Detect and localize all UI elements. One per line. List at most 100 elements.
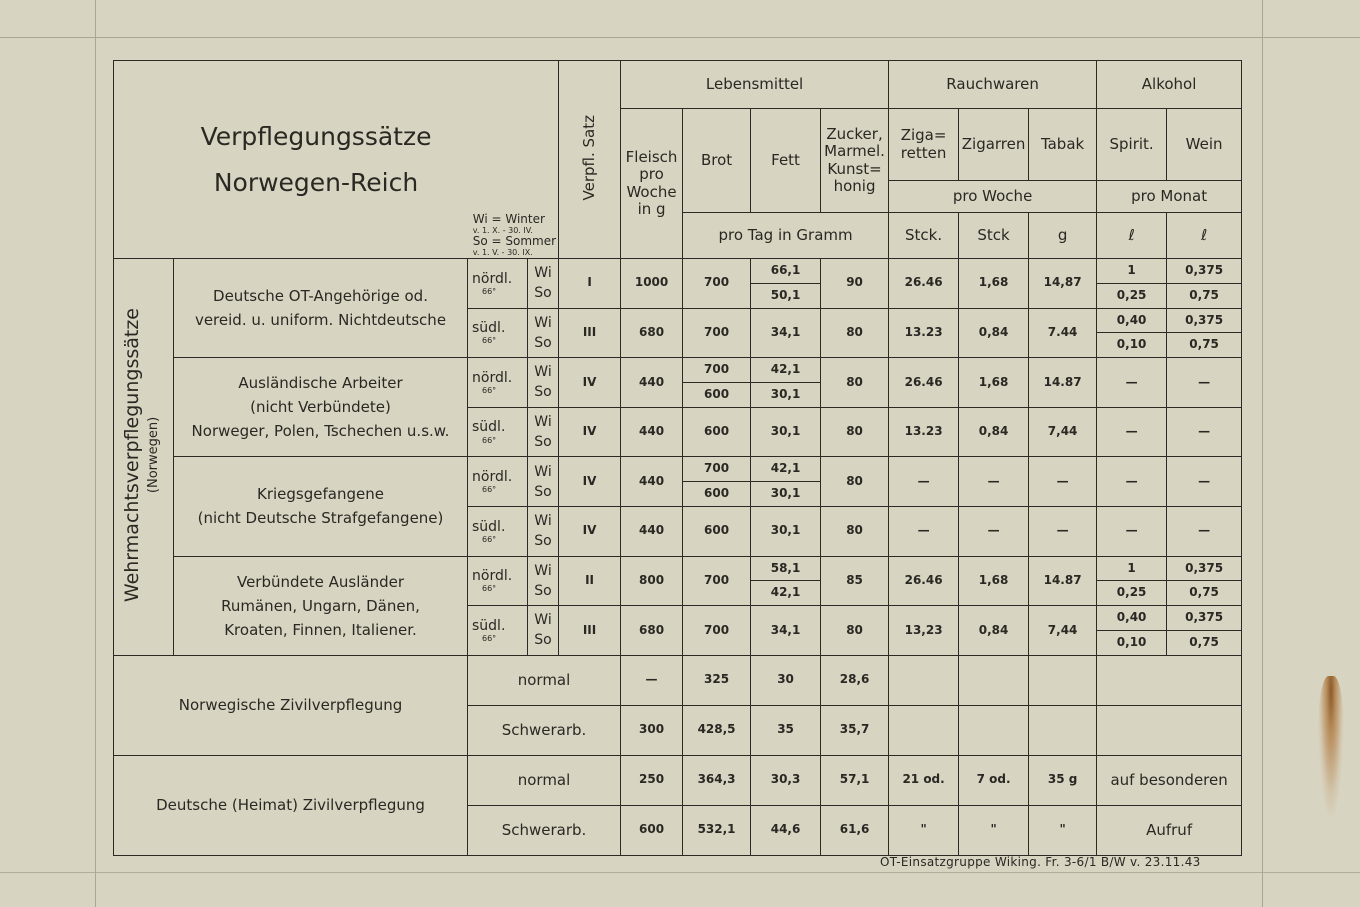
fleisch-value: 680 xyxy=(620,605,684,656)
wein-value: 0,375 xyxy=(1166,258,1243,284)
category-label: Verbündete Ausländer Rumänen, Ungarn, Dän… xyxy=(173,555,468,656)
footer-note: OT-Einsatzgruppe Wiking. Fr. 3-6/1 B/W v… xyxy=(880,855,1201,869)
satz-value: III xyxy=(558,307,622,359)
wein-value: — xyxy=(1166,357,1243,408)
title-line-1: Verpflegungssätze xyxy=(200,121,432,151)
spirit-value: — xyxy=(1096,357,1168,408)
season-cell: Wi So xyxy=(526,307,560,359)
season-cell: Wi So xyxy=(526,456,560,507)
season-winter: Wi xyxy=(534,265,552,282)
latitude: 66° xyxy=(482,435,497,445)
zone-cell: nördl. 66° xyxy=(467,555,528,607)
latitude: 66° xyxy=(482,584,497,594)
fleisch-value: 440 xyxy=(620,456,684,507)
wein-value: 0,75 xyxy=(1166,282,1243,309)
spirit-value: 0,10 xyxy=(1096,629,1168,656)
category-line: Deutsche OT-Angehörige od. xyxy=(213,287,428,306)
tabak-value xyxy=(1028,704,1098,756)
zigaretten-value: — xyxy=(888,456,960,507)
fleisch-value: 440 xyxy=(620,406,684,458)
tabak-value: — xyxy=(1028,456,1098,507)
brot-value: 700 xyxy=(682,307,752,359)
zucker-value: 90 xyxy=(820,258,890,309)
season-winter: Wi xyxy=(534,513,552,530)
zucker-value: 85 xyxy=(820,555,890,607)
legend-summer: So = Sommer xyxy=(472,233,557,248)
zigaretten-value xyxy=(888,704,960,756)
spirit-value: — xyxy=(1096,406,1168,458)
zucker-value: 80 xyxy=(820,456,890,507)
wein-value: 0,75 xyxy=(1166,332,1243,359)
latitude: 66° xyxy=(482,336,497,346)
stain xyxy=(1318,676,1344,816)
season-summer: So xyxy=(534,434,552,451)
col-fett: Fett xyxy=(750,108,822,213)
zigaretten-value xyxy=(888,654,960,706)
wein-value: 0,375 xyxy=(1166,307,1243,334)
zigarren-value xyxy=(958,654,1030,706)
zucker-value: 28,6 xyxy=(820,654,890,706)
brot-value: 428,5 xyxy=(682,704,752,756)
satz-value: I xyxy=(558,258,622,309)
zone-cell: südl. 66° xyxy=(467,605,528,656)
col-spirit: Spirit. xyxy=(1096,108,1168,181)
zigaretten-value: 13,23 xyxy=(888,605,960,656)
unit-label: Stck. xyxy=(888,212,960,259)
col-zigaretten: Ziga= retten xyxy=(888,108,960,181)
col-fleisch: Fleisch pro Woche in g xyxy=(620,108,684,259)
fleisch-value: 1000 xyxy=(620,258,684,309)
latitude: 66° xyxy=(482,633,497,643)
zone: nördl. xyxy=(472,270,513,287)
fleisch-value: 800 xyxy=(620,555,684,607)
legend-summer-dates: v. 1. V. - 30. IX. xyxy=(472,247,533,257)
latitude: 66° xyxy=(482,385,497,395)
side-label: Wehrmachtsverpflegungssätze (Norwegen) xyxy=(113,258,174,656)
wein-value: — xyxy=(1166,406,1243,458)
alkohol-value: Aufruf xyxy=(1096,804,1243,856)
category-label: Kriegsgefangene (nicht Deutsche Strafgefa… xyxy=(173,456,468,557)
zigarren-value: 1,68 xyxy=(958,357,1030,408)
fett-value: 42,1 xyxy=(750,580,822,607)
fett-value: 44,6 xyxy=(750,804,822,856)
fleisch-value: 440 xyxy=(620,357,684,408)
col-brot: Brot xyxy=(682,108,752,213)
season-cell: Wi So xyxy=(526,505,560,557)
zigaretten-value: 26.46 xyxy=(888,258,960,309)
season-winter: Wi xyxy=(534,463,552,480)
zucker-value: 61,6 xyxy=(820,804,890,856)
brot-value: 600 xyxy=(682,381,752,408)
category-line: Kroaten, Finnen, Italiener. xyxy=(224,620,417,639)
spirit-value: 0,25 xyxy=(1096,282,1168,309)
col-tabak: Tabak xyxy=(1028,108,1098,181)
fett-value: 66,1 xyxy=(750,258,822,284)
brot-value: 700 xyxy=(682,555,752,607)
zigarren-value: 1,68 xyxy=(958,555,1030,607)
zigaretten-value: 26.46 xyxy=(888,357,960,408)
fleisch-value: 680 xyxy=(620,307,684,359)
fleisch-value: 300 xyxy=(620,704,684,756)
zigaretten-value: 13.23 xyxy=(888,307,960,359)
season-winter: Wi xyxy=(534,414,552,431)
season-summer: So xyxy=(534,285,552,302)
alkohol-value xyxy=(1096,654,1243,706)
unit-label: ℓ xyxy=(1096,212,1168,259)
zigarren-value: — xyxy=(958,456,1030,507)
zigarren-value: 0,84 xyxy=(958,406,1030,458)
fett-value: 58,1 xyxy=(750,555,822,582)
fleisch-value: — xyxy=(620,654,684,706)
brot-value: 700 xyxy=(682,456,752,483)
satz-value: III xyxy=(558,605,622,656)
zone-cell: nördl. 66° xyxy=(467,456,528,507)
zone-cell: südl. 66° xyxy=(467,307,528,359)
wein-value: — xyxy=(1166,505,1243,557)
col-zucker: Zucker, Marmel. Kunst= honig xyxy=(820,108,890,213)
season-winter: Wi xyxy=(534,364,552,381)
satz-header: Verpfl. Satz xyxy=(558,60,622,259)
zucker-value: 80 xyxy=(820,406,890,458)
category-line: (nicht Deutsche Strafgefangene) xyxy=(197,509,444,528)
zone: nördl. xyxy=(472,369,513,386)
brot-value: 700 xyxy=(682,357,752,383)
group-alkohol: Alkohol xyxy=(1096,60,1243,109)
tabak-value: — xyxy=(1028,505,1098,557)
kind-label: normal xyxy=(466,654,622,706)
